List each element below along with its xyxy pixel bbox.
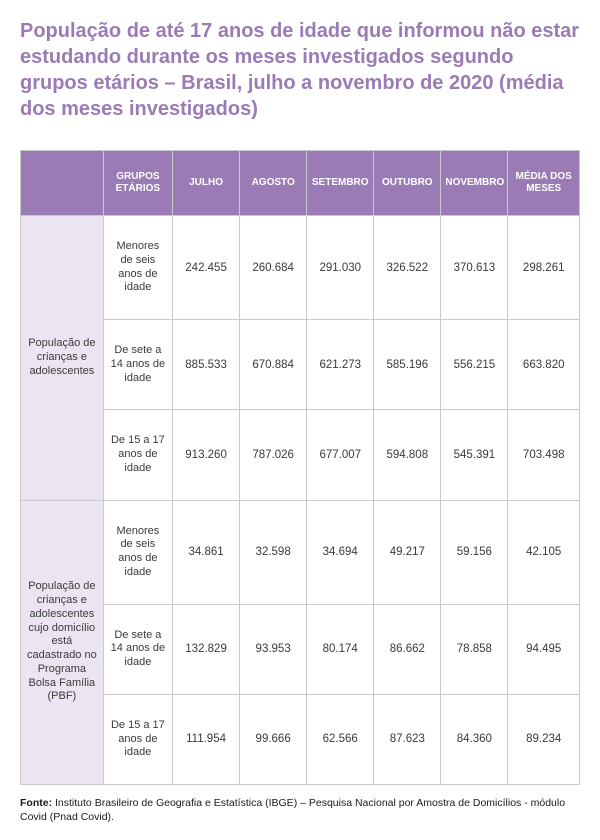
header-media: MÉDIA DOS MESES [508,151,580,216]
value-cell: 93.953 [240,604,307,694]
value-cell: 80.174 [307,604,374,694]
table-row: De 15 a 17 anos de idade 111.954 99.666 … [21,694,580,784]
header-agosto: AGOSTO [240,151,307,216]
source-label: Fonte: [20,797,52,809]
value-cell: 86.662 [374,604,441,694]
value-cell: 621.273 [307,320,374,410]
age-group-cell: De sete a 14 anos de idade [103,604,172,694]
age-group-cell: Menores de seis anos de idade [103,500,172,604]
source-line: Fonte: Instituto Brasileiro de Geografia… [20,797,580,824]
value-cell: 298.261 [508,216,580,320]
value-cell: 787.026 [240,410,307,500]
value-cell: 34.694 [307,500,374,604]
header-corner [21,151,104,216]
age-group-cell: Menores de seis anos de idade [103,216,172,320]
value-cell: 260.684 [240,216,307,320]
table-row: De sete a 14 anos de idade 885.533 670.8… [21,320,580,410]
page-title: População de até 17 anos de idade que in… [20,18,580,122]
value-cell: 111.954 [173,694,240,784]
value-cell: 885.533 [173,320,240,410]
value-cell: 59.156 [441,500,508,604]
age-group-cell: De sete a 14 anos de idade [103,320,172,410]
value-cell: 132.829 [173,604,240,694]
value-cell: 94.495 [508,604,580,694]
age-group-cell: De 15 a 17 anos de idade [103,410,172,500]
value-cell: 545.391 [441,410,508,500]
header-outubro: OUTUBRO [374,151,441,216]
table-row: De 15 a 17 anos de idade 913.260 787.026… [21,410,580,500]
value-cell: 670.884 [240,320,307,410]
category-cell: População de crianças e adolescentes [21,216,104,501]
value-cell: 677.007 [307,410,374,500]
value-cell: 326.522 [374,216,441,320]
value-cell: 594.808 [374,410,441,500]
value-cell: 370.613 [441,216,508,320]
header-julho: JULHO [173,151,240,216]
value-cell: 291.030 [307,216,374,320]
data-table: GRUPOS ETÁRIOS JULHO AGOSTO SETEMBRO OUT… [20,150,580,785]
value-cell: 62.566 [307,694,374,784]
value-cell: 32.598 [240,500,307,604]
value-cell: 89.234 [508,694,580,784]
value-cell: 49.217 [374,500,441,604]
header-grupos: GRUPOS ETÁRIOS [103,151,172,216]
value-cell: 585.196 [374,320,441,410]
table-row: População de crianças e adolescentes Men… [21,216,580,320]
value-cell: 78.858 [441,604,508,694]
age-group-cell: De 15 a 17 anos de idade [103,694,172,784]
table-row: De sete a 14 anos de idade 132.829 93.95… [21,604,580,694]
value-cell: 663.820 [508,320,580,410]
category-cell: População de crianças e adolescentes cuj… [21,500,104,785]
header-row: GRUPOS ETÁRIOS JULHO AGOSTO SETEMBRO OUT… [21,151,580,216]
table-row: População de crianças e adolescentes cuj… [21,500,580,604]
value-cell: 99.666 [240,694,307,784]
value-cell: 242.455 [173,216,240,320]
value-cell: 34.861 [173,500,240,604]
value-cell: 913.260 [173,410,240,500]
value-cell: 703.498 [508,410,580,500]
header-setembro: SETEMBRO [307,151,374,216]
value-cell: 87.623 [374,694,441,784]
header-novembro: NOVEMBRO [441,151,508,216]
value-cell: 84.360 [441,694,508,784]
value-cell: 42.105 [508,500,580,604]
value-cell: 556.215 [441,320,508,410]
